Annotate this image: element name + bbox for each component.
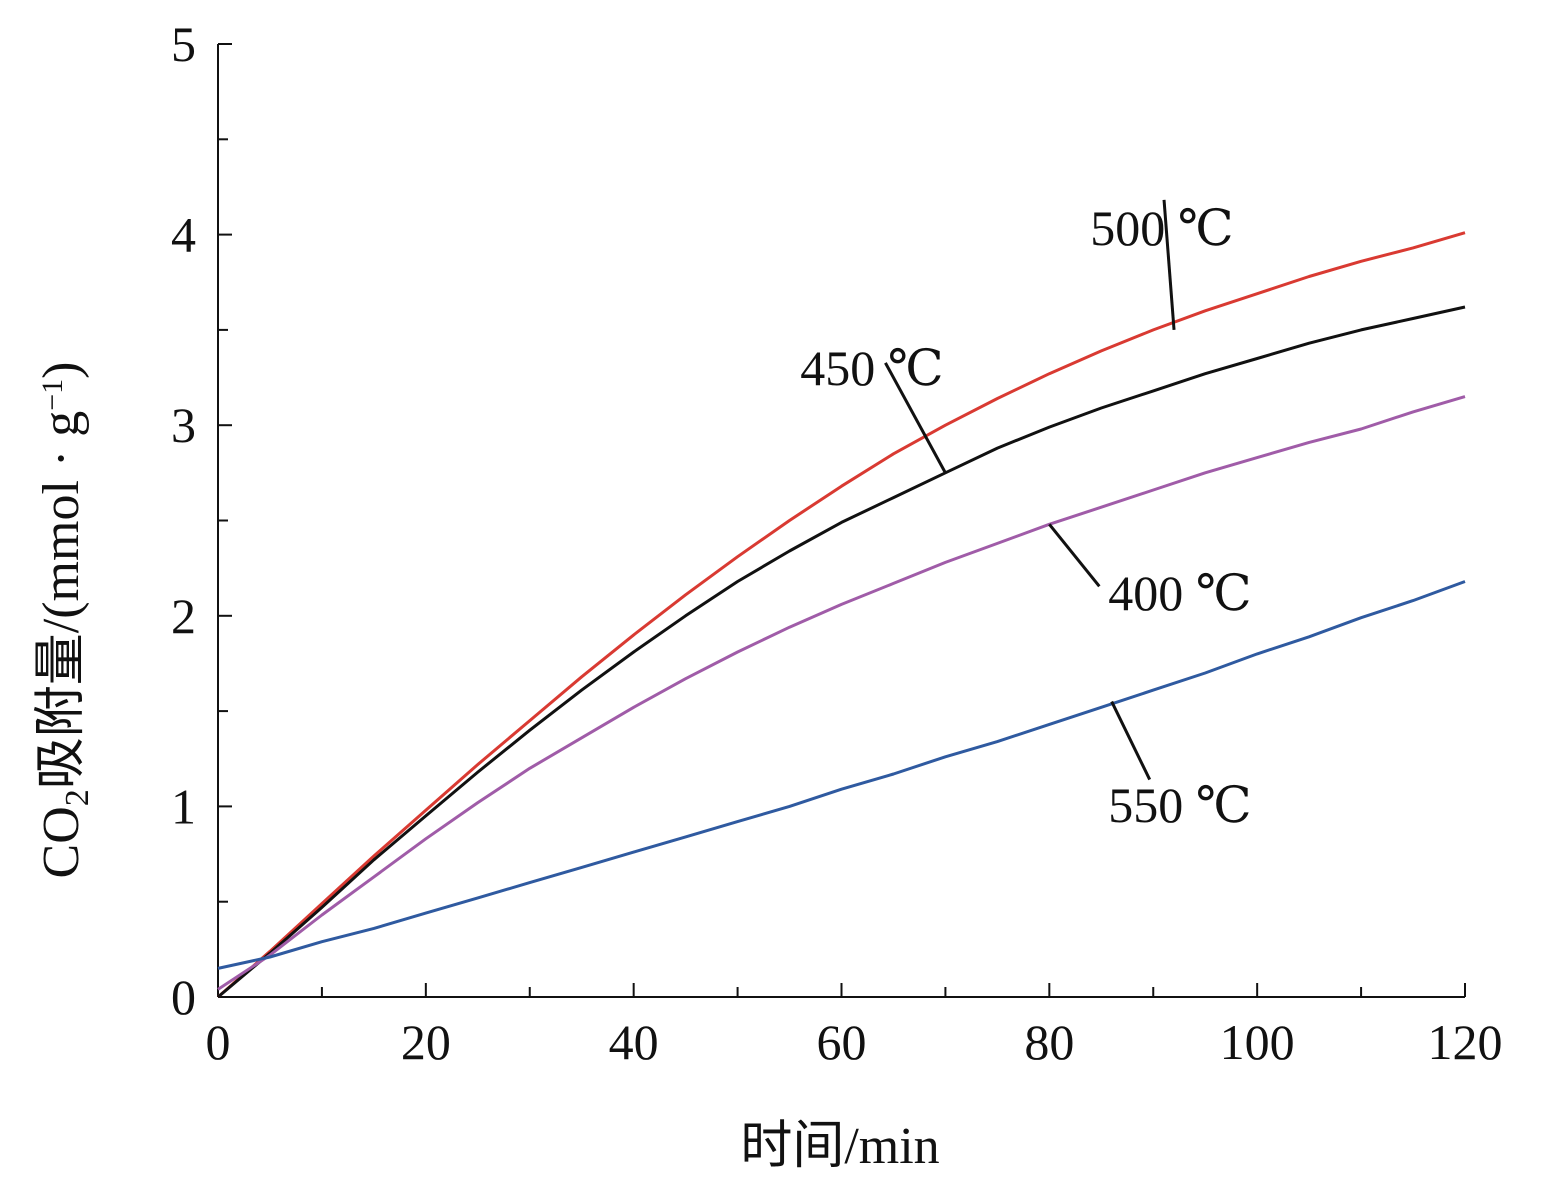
series-layer	[217, 231, 1466, 999]
x-tick-label: 20	[401, 1014, 451, 1070]
y-axis-title-rest: 吸附量/(mmol · g	[33, 411, 90, 789]
x-tick-label: 60	[817, 1014, 867, 1070]
series-line	[217, 580, 1466, 970]
y-axis-title: CO2吸附量/(mmol · g−1)	[33, 362, 96, 879]
y-axis-title-group: CO2吸附量/(mmol · g−1)	[33, 362, 96, 879]
series-line	[217, 231, 1466, 999]
y-tick-label: 2	[171, 588, 196, 644]
y-tick-label: 3	[171, 397, 196, 453]
x-axis-title: 时间/min	[740, 1118, 939, 1175]
annotation-layer: 500 ℃ 450 ℃ 400 ℃ 550 ℃	[800, 199, 1252, 833]
annotation-leader-line	[1110, 700, 1152, 781]
series-label: 550 ℃	[1108, 777, 1251, 833]
x-tick-label: 120	[1428, 1014, 1503, 1070]
y-axis-title-subscript: 2	[59, 789, 96, 806]
y-tick-label: 1	[171, 778, 196, 834]
y-tick-label: 5	[171, 16, 196, 72]
series-label: 400 ℃	[1108, 565, 1251, 621]
series-label: 500 ℃	[1090, 200, 1233, 256]
x-tick-label: 0	[206, 1014, 231, 1070]
y-axis-title-main: CO	[33, 806, 90, 878]
y-axis-title-close: )	[33, 362, 90, 379]
x-tick-label: 80	[1024, 1014, 1074, 1070]
y-axis-title-superscript: −1	[36, 379, 69, 411]
y-tick-label: 0	[171, 969, 196, 1025]
annotation-leader-line	[1048, 523, 1101, 588]
axes: 0 20 40 60 80 100 120 0 1 2 3 4 5	[171, 16, 1503, 1070]
y-tick-label: 4	[171, 207, 196, 263]
x-tick-label: 100	[1220, 1014, 1295, 1070]
series-label: 450 ℃	[800, 340, 943, 396]
annotation-leader-line	[1162, 199, 1176, 331]
series-line	[217, 305, 1466, 999]
annotation-leader-line	[884, 362, 947, 474]
series-line	[217, 395, 1466, 991]
x-tick-label: 40	[609, 1014, 659, 1070]
